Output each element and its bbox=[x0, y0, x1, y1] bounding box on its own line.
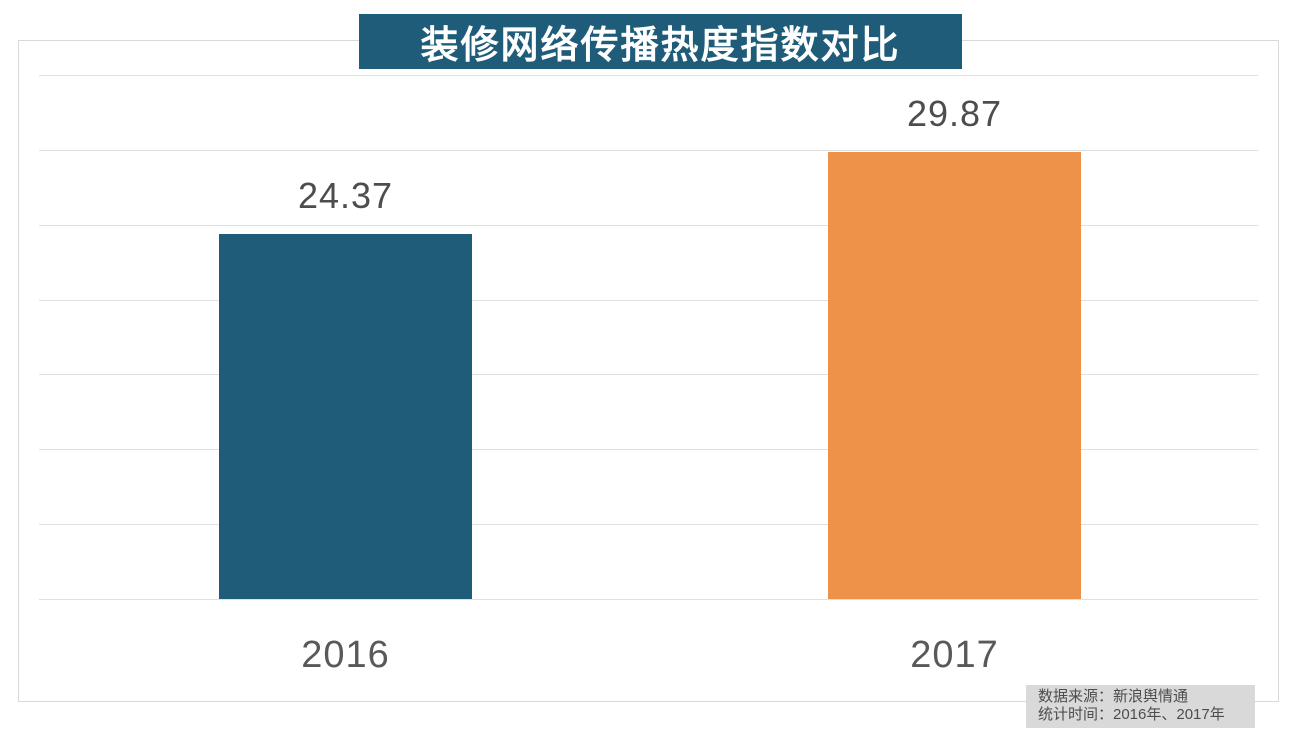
gridline bbox=[39, 599, 1258, 600]
chart-title-text: 装修网络传播热度指数对比 bbox=[420, 25, 901, 67]
x-axis-label-2017: 2017 bbox=[910, 634, 999, 676]
period-line: 统计时间：2016年、2017年 bbox=[1038, 706, 1225, 723]
source-note: 数据来源：新浪舆情通 统计时间：2016年、2017年 bbox=[1026, 685, 1255, 728]
value-label-2016: 24.37 bbox=[297, 175, 394, 217]
gridline bbox=[39, 524, 1258, 526]
source-line: 数据来源：新浪舆情通 bbox=[1038, 688, 1189, 705]
gridline bbox=[39, 449, 1258, 451]
value-label-2017: 29.87 bbox=[906, 92, 1003, 134]
gridline bbox=[39, 75, 1258, 76]
bar-2016 bbox=[219, 234, 472, 599]
bar-2017 bbox=[828, 151, 1081, 599]
gridline bbox=[39, 299, 1258, 301]
gridline bbox=[39, 374, 1258, 376]
gridline bbox=[39, 224, 1258, 226]
gridline bbox=[39, 149, 1258, 151]
bar-group-2016: 24.37 bbox=[219, 75, 472, 599]
plot-area: 24.37 29.87 bbox=[39, 75, 1258, 600]
plot-frame: 24.37 29.87 2016 2017 bbox=[18, 40, 1279, 702]
bar-group-2017: 29.87 bbox=[828, 75, 1081, 599]
chart-title-banner: 装修网络传播热度指数对比 bbox=[359, 14, 962, 69]
x-axis-label-2016: 2016 bbox=[301, 634, 390, 676]
